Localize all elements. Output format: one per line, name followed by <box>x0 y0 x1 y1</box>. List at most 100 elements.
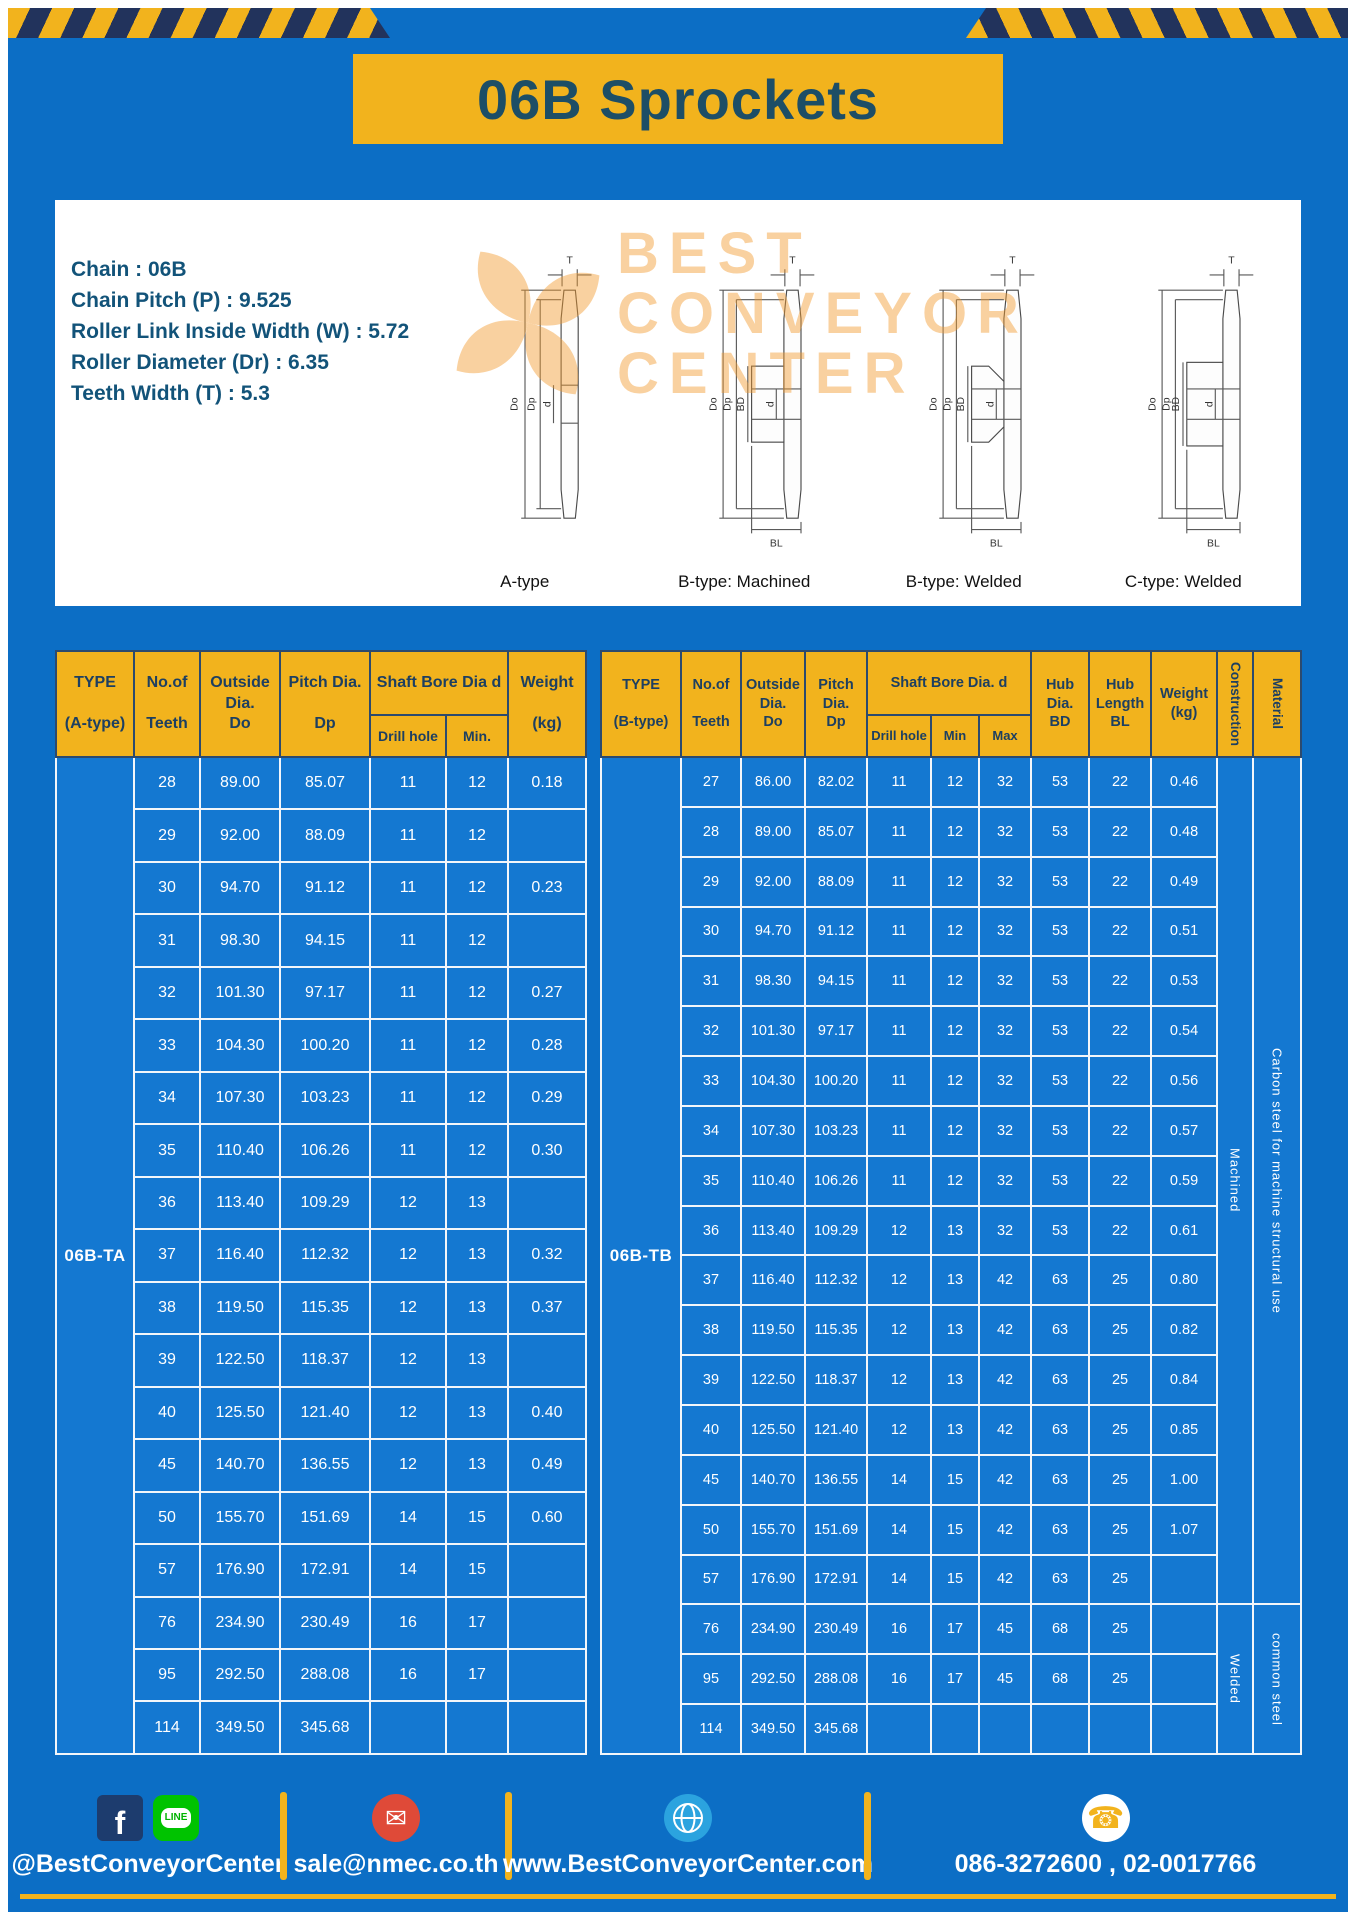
cell-bl: 22 <box>1088 855 1153 908</box>
cell-min: 12 <box>445 808 509 863</box>
cell-drill <box>866 1703 932 1755</box>
footer-social-handle[interactable]: @BestConveyorCenter <box>11 1850 285 1878</box>
dim-bd: BD <box>1171 396 1182 411</box>
sprocket-section-c-welded-icon: T Do Dp BD d <box>1148 256 1254 550</box>
cell-bd: 63 <box>1030 1304 1091 1357</box>
cell-do: 101.30 <box>199 965 281 1021</box>
cell-min: 12 <box>930 1055 980 1107</box>
dim-d: d <box>985 401 996 407</box>
cell-dp: 151.69 <box>804 1503 868 1556</box>
cell-bd: 63 <box>1030 1403 1091 1456</box>
cell-dp: 97.17 <box>279 965 371 1021</box>
sprocket-table-a-type: TYPE (A-type) No.of Teeth Outside Dia. D… <box>55 650 587 1755</box>
cell-do: 349.50 <box>740 1703 806 1755</box>
table-a-body: 06B-TA 28 89.00 85.07 11 12 0.18 29 92.00 88.09 11… <box>55 755 587 1755</box>
cell-bl: 25 <box>1088 1403 1153 1456</box>
dim-dp: Dp <box>723 397 734 411</box>
cell-bl: 25 <box>1088 1254 1153 1307</box>
cell-dp: 118.37 <box>279 1333 371 1388</box>
hazard-stripe-left <box>8 8 390 38</box>
page-title: 06B Sprockets <box>476 67 880 131</box>
cell-teeth: 36 <box>133 1175 201 1231</box>
cell-do: 110.40 <box>740 1154 806 1207</box>
cell-weight <box>507 808 587 863</box>
cell-max: 42 <box>977 1553 1033 1606</box>
cell-min: 12 <box>930 855 980 908</box>
cell-teeth: 76 <box>680 1603 742 1656</box>
cell-drill: 11 <box>369 860 447 916</box>
cell-weight: 0.30 <box>507 1123 587 1178</box>
cell-do: 176.90 <box>199 1543 281 1598</box>
globe-icon[interactable] <box>664 1794 712 1842</box>
cell-teeth: 57 <box>680 1553 742 1606</box>
cell-drill: 12 <box>369 1438 447 1493</box>
cell-bd: 53 <box>1030 905 1091 958</box>
cell-drill: 12 <box>369 1280 447 1336</box>
cell-do: 119.50 <box>199 1280 281 1336</box>
facebook-icon[interactable]: f <box>97 1795 143 1841</box>
line-icon[interactable]: LINE <box>153 1795 199 1841</box>
cell-drill: 11 <box>369 965 447 1021</box>
cell-dp: 121.40 <box>804 1403 868 1456</box>
cell-min: 13 <box>445 1175 509 1231</box>
cell-max: 32 <box>977 1005 1033 1058</box>
cell-max: 32 <box>977 855 1033 908</box>
footer-email-text[interactable]: sale@nmec.co.th <box>293 1850 499 1878</box>
footer-phone-text[interactable]: 086-3272600 , 02-0017766 <box>954 1850 1257 1878</box>
cell-drill: 12 <box>866 1304 932 1357</box>
cell-bl: 22 <box>1088 955 1153 1008</box>
table-row: 57 176.90 172.91 14 15 42 63 25 <box>601 1553 1301 1606</box>
cell-bd: 53 <box>1030 855 1091 908</box>
spec-roller-diameter: Roller Diameter (Dr) : 6.35 <box>71 351 329 374</box>
header-drill-hole-a: Drill hole <box>369 714 447 758</box>
chain-spec-list: Chain : 06B Chain Pitch (P) : 9.525 Roll… <box>71 254 409 409</box>
footer-phone-section: ☎ 086-3272600 , 02-0017766 <box>871 1790 1340 1890</box>
table-b-header: TYPE (B-type) No.of Teeth Outside Dia. D… <box>600 650 1303 758</box>
table-row: 36 113.40 109.29 12 13 32 53 22 0.61 <box>601 1204 1301 1257</box>
cell-teeth: 28 <box>133 755 201 811</box>
cell-max: 32 <box>977 1104 1033 1157</box>
header-drill-hole-b: Drill hole <box>866 714 932 758</box>
cell-weight <box>507 1543 587 1598</box>
cell-drill: 11 <box>866 855 932 908</box>
cell-bd: 63 <box>1030 1254 1091 1307</box>
dim-dp: Dp <box>942 397 953 411</box>
cell-weight <box>507 1333 587 1388</box>
table-row: 28 89.00 85.07 11 12 32 53 22 0.48 <box>601 805 1301 858</box>
cell-min: 12 <box>445 1018 509 1073</box>
cell-weight <box>1150 1553 1219 1606</box>
cell-max: 42 <box>977 1453 1033 1506</box>
cell-drill: 11 <box>866 1154 932 1207</box>
cell-drill: 12 <box>866 1403 932 1456</box>
cell-teeth: 33 <box>680 1055 742 1107</box>
dim-bd: BD <box>956 396 967 411</box>
cell-drill: 12 <box>866 1254 932 1307</box>
dim-bd: BD <box>736 396 747 411</box>
cell-do: 104.30 <box>199 1018 281 1073</box>
dim-do: Do <box>509 397 520 411</box>
cell-max: 45 <box>977 1603 1033 1656</box>
header-construction: Construction <box>1216 650 1255 758</box>
cell-dp: 85.07 <box>279 755 371 811</box>
cell-do: 113.40 <box>199 1175 281 1231</box>
table-row: 45 140.70 136.55 12 13 0.49 <box>56 1438 587 1493</box>
cell-bl: 22 <box>1088 1055 1153 1107</box>
cell-drill: 14 <box>866 1553 932 1606</box>
cell-drill: 12 <box>369 1228 447 1283</box>
phone-icon[interactable]: ☎ <box>1081 1794 1130 1842</box>
cell-drill: 16 <box>866 1603 932 1656</box>
cell-do: 155.70 <box>740 1503 806 1556</box>
cell-bd: 63 <box>1030 1354 1091 1406</box>
footer-divider <box>280 1792 287 1880</box>
cell-max: 32 <box>977 905 1033 958</box>
table-row: 39 122.50 118.37 12 13 <box>56 1333 587 1388</box>
cell-weight: 0.18 <box>507 755 587 811</box>
cell-do: 116.40 <box>199 1228 281 1283</box>
spec-teeth-width: Teeth Width (T) : 5.3 <box>71 382 270 405</box>
table-row: 38 119.50 115.35 12 13 0.37 <box>56 1280 587 1336</box>
cell-dp: 112.32 <box>279 1228 371 1283</box>
header-teeth-b: No.of Teeth <box>680 650 742 758</box>
footer-website-text[interactable]: www.BestConveyorCenter.com <box>503 1850 874 1878</box>
cell-min: 13 <box>930 1204 980 1257</box>
email-icon[interactable]: ✉ <box>372 1794 420 1842</box>
